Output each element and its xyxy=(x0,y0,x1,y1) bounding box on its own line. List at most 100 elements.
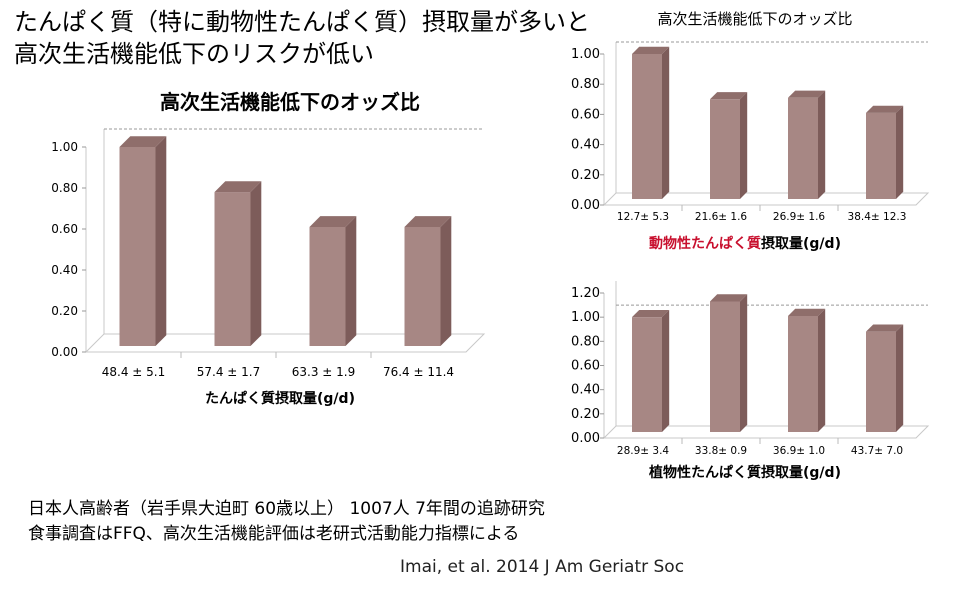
main-bar-side xyxy=(345,216,357,346)
main-y-tick-label: 0.80 xyxy=(51,181,78,195)
headline: たんぱく質（特に動物性たんぱく質）摂取量が多いと 高次生活機能低下のリスクが低い xyxy=(14,6,614,70)
top-right-bar xyxy=(866,105,904,199)
top-right-bar xyxy=(632,46,670,199)
bottom-right-bar-front xyxy=(710,301,740,432)
top-right-bar-side xyxy=(740,92,748,199)
top-right-bar-side xyxy=(896,105,904,199)
main-chart-title: 高次生活機能低下のオッズ比 xyxy=(160,90,420,114)
top-right-bar-front xyxy=(788,97,818,199)
bottom-right-bar-side xyxy=(896,324,904,432)
main-y-tick-label: 0.40 xyxy=(51,263,78,277)
bottom-right-bar-front xyxy=(632,317,662,432)
bottom-right-bar xyxy=(866,324,904,432)
main-category-label: 48.4 ± 5.1 xyxy=(102,365,166,379)
main-y-tick-label: 0.20 xyxy=(51,304,78,318)
top-right-y-tick-label: 0.40 xyxy=(571,138,600,153)
main-chart: 0.00 0.20 0.40 0.60 0.80 1.00 48.4 ± 5.1 57.4 ±… xyxy=(51,128,486,379)
top-right-bar-front xyxy=(710,99,740,199)
top-right-category-label: 38.4± 12.3 xyxy=(848,211,907,223)
top-right-y-tick-label: 0.80 xyxy=(571,77,600,92)
top-right-bar-top xyxy=(788,90,826,98)
bottom-right-bar-top xyxy=(710,294,748,302)
top-right-chart: 0.00 0.20 0.40 0.60 0.80 1.00 12.7± 5.3 21.6± 1… xyxy=(571,41,930,223)
bottom-right-floor xyxy=(602,425,930,439)
top-right-bar-top xyxy=(632,46,670,54)
main-bar xyxy=(309,216,357,346)
bottom-right-y-tick-label: 1.20 xyxy=(571,286,600,301)
bottom-right-bar-top xyxy=(788,308,826,316)
top-right-y-tick-label: 0.60 xyxy=(571,107,600,122)
main-bar-front xyxy=(309,226,346,346)
top-right-bar-top xyxy=(710,92,748,100)
main-category-label: 76.4 ± 11.4 xyxy=(383,365,454,379)
bottom-right-category-label: 43.7± 7.0 xyxy=(851,445,903,457)
top-right-bar xyxy=(710,92,748,199)
main-y-tick-label: 0.60 xyxy=(51,222,78,236)
bottom-right-y-tick-label: 0.00 xyxy=(571,431,600,446)
bottom-right-y-tick-label: 0.40 xyxy=(571,383,600,398)
top-right-category-label: 21.6± 1.6 xyxy=(695,211,748,223)
top-right-category-label: 12.7± 5.3 xyxy=(617,211,669,223)
main-bar-top xyxy=(309,216,357,227)
footnote-line-1: 日本人高齢者（岩手県大迫町 60歳以上） 1007人 7年間の追跡研究 xyxy=(28,499,545,519)
bottom-right-bar-side xyxy=(818,308,826,432)
bottom-right-y-tick-label: 1.00 xyxy=(571,310,600,325)
main-category-label: 57.4 ± 1.7 xyxy=(197,365,261,379)
animal-protein-label: 動物性たんぱく質 xyxy=(649,236,762,252)
bottom-right-bar-front xyxy=(866,331,896,432)
top-right-bar xyxy=(788,90,826,199)
main-floor xyxy=(84,333,486,353)
bottom-right-bar-top xyxy=(866,324,904,332)
main-y-tick-label: 1.00 xyxy=(51,140,78,154)
bottom-right-bar xyxy=(632,309,670,432)
top-right-bar-side xyxy=(662,46,670,199)
main-bar-front xyxy=(404,226,441,346)
top-right-bar-front xyxy=(632,54,662,199)
top-right-chart-xlabel: 動物性たんぱく質摂取量(g/d) xyxy=(580,233,910,253)
top-right-y-tick-label: 0.20 xyxy=(571,168,600,183)
top-right-floor xyxy=(602,192,930,206)
main-bar-top xyxy=(119,136,167,147)
bottom-right-bar xyxy=(710,294,748,432)
bottom-right-y-tick-label: 0.60 xyxy=(571,359,600,374)
headline-line-2: 高次生活機能低下のリスクが低い xyxy=(14,40,374,68)
bottom-right-chart: 0.00 0.20 0.40 0.60 0.80 1.00 1.20 28.9± 3.4 33.… xyxy=(571,281,930,457)
main-bar-front xyxy=(119,147,156,346)
bottom-right-category-label: 36.9± 1.0 xyxy=(773,445,825,457)
headline-line-1: たんぱく質（特に動物性たんぱく質）摂取量が多いと xyxy=(14,8,590,36)
footnote-line-2: 食事調査はFFQ、高次生活機能評価は老研式活動能力指標による xyxy=(28,524,520,544)
top-right-y-tick-label: 0.00 xyxy=(571,198,600,213)
top-right-bar-top xyxy=(866,105,904,113)
top-right-y-tick-label: 1.00 xyxy=(571,47,600,62)
bottom-right-chart-xlabel: 植物性たんぱく質摂取量(g/d) xyxy=(649,465,841,481)
main-bar-top xyxy=(214,181,262,193)
main-bar xyxy=(119,136,167,346)
top-right-bar-side xyxy=(818,90,826,199)
main-y-tick-label: 0.00 xyxy=(51,345,78,359)
main-bar xyxy=(404,216,452,346)
citation: Imai, et al. 2014 J Am Geriatr Soc xyxy=(400,557,685,577)
main-bar-top xyxy=(404,216,452,227)
bottom-right-category-label: 28.9± 3.4 xyxy=(617,445,670,457)
bottom-right-y-tick-label: 0.20 xyxy=(571,407,600,422)
bottom-right-y-tick-label: 0.80 xyxy=(571,334,600,349)
bottom-right-bar-front xyxy=(788,315,818,432)
footnote: 日本人高齢者（岩手県大迫町 60歳以上） 1007人 7年間の追跡研究 食事調査… xyxy=(28,497,545,547)
bottom-right-bar-side xyxy=(740,294,748,432)
main-chart-xlabel: たんぱく質摂取量(g/d) xyxy=(205,391,355,407)
main-bar xyxy=(214,181,262,346)
main-bar-side xyxy=(155,136,167,346)
top-right-bar-front xyxy=(866,112,896,199)
bottom-right-bar xyxy=(788,308,826,432)
main-bar-side xyxy=(440,216,452,346)
top-right-category-label: 26.9± 1.6 xyxy=(773,211,826,223)
bottom-right-bar-side xyxy=(662,309,670,432)
intake-label: 摂取量(g/d) xyxy=(761,236,841,252)
bottom-right-category-label: 33.8± 0.9 xyxy=(695,445,747,457)
main-category-label: 63.3 ± 1.9 xyxy=(292,365,356,379)
main-bar-front xyxy=(214,192,251,346)
top-right-chart-title: 高次生活機能低下のオッズ比 xyxy=(657,10,853,28)
main-bar-side xyxy=(250,181,262,346)
bottom-right-bar-top xyxy=(632,309,670,318)
